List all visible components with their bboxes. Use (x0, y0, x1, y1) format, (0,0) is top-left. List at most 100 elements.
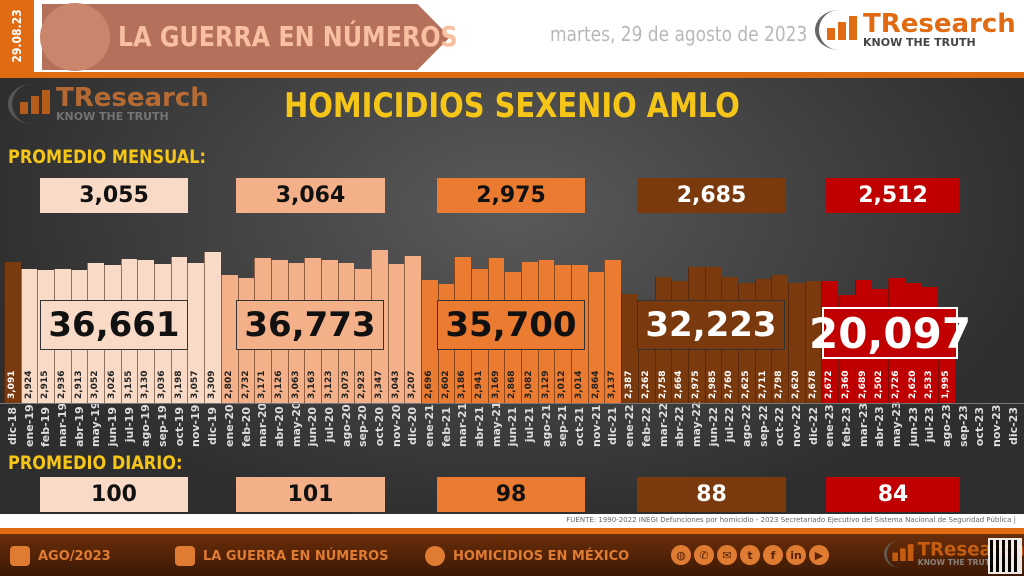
footer-section[interactable]: LA GUERRA EN NÚMEROS (175, 546, 389, 566)
map-globe-icon (40, 3, 110, 71)
promedio-diario-2019: 100 (40, 477, 188, 512)
bar-value-label: 1,995 (941, 370, 952, 399)
bar-value-label: 3,026 (107, 370, 118, 399)
month-label: dic-23 (1006, 407, 1020, 446)
bar-value-label: 3,036 (157, 370, 168, 399)
whatsapp-icon[interactable]: ✆ (694, 545, 714, 565)
bar-value-label: 3,129 (540, 370, 551, 399)
bar-value-label: 2,620 (790, 370, 801, 399)
month-label: ago-20 (339, 404, 353, 447)
promedio-diario-2020: 101 (236, 477, 385, 512)
linkedin-icon[interactable]: in (786, 545, 806, 565)
bar-value-label: 2,868 (507, 370, 518, 399)
bar-value-label: 2,678 (807, 370, 818, 399)
bar-value-label: 2,864 (590, 370, 601, 399)
bar-value-label: 3,171 (257, 370, 268, 399)
month-label: may-19 (89, 401, 103, 447)
twitter-icon[interactable]: t (740, 545, 760, 565)
map-pin-icon (175, 546, 195, 566)
tresearch-logo: TResearch KNOW THE TRUTH (815, 10, 1016, 50)
bar-dic-20 (404, 256, 421, 403)
date-tag-text: 29.08.23 (10, 9, 24, 63)
bar-value-label: 2,533 (924, 370, 935, 399)
month-label: nov-20 (389, 404, 403, 447)
promedio-diario-2021: 98 (437, 477, 585, 512)
bar-value-label: 3,014 (574, 370, 585, 399)
month-label: mar-21 (456, 402, 470, 447)
facebook-icon[interactable]: f (763, 545, 783, 565)
month-label: ago-21 (539, 404, 553, 447)
month-label: oct-21 (573, 407, 587, 447)
bar-value-label: 3,163 (307, 370, 318, 399)
promedio-mensual-2019: 3,055 (40, 178, 188, 213)
bar-value-label: 2,913 (73, 370, 84, 399)
footer-period-text: AGO/2023 (38, 548, 111, 564)
bar-nov-21 (587, 272, 605, 403)
month-label: sep-23 (956, 405, 970, 447)
qr-code[interactable] (988, 538, 1022, 574)
bar-value-label: 3,137 (607, 370, 618, 399)
bar-value-label: 3,347 (373, 370, 384, 399)
total-2020: 36,773 (236, 300, 384, 350)
logo-chart-icon (815, 10, 863, 50)
bar-value-label: 3,073 (340, 370, 351, 399)
bar-value-label: 3,057 (190, 370, 201, 399)
bar-value-label: 2,620 (907, 370, 918, 399)
month-label: ene-22 (623, 404, 637, 447)
email-icon[interactable]: ✉ (717, 545, 737, 565)
bar-value-label: 3,063 (290, 370, 301, 399)
bar-nov-22 (787, 283, 805, 403)
bar-value-label: 3,052 (90, 370, 101, 399)
total-2022: 32,223 (637, 300, 785, 350)
divider (0, 528, 1024, 534)
bar-dic-18 (4, 261, 21, 403)
youtube-icon[interactable]: ▶ (809, 545, 829, 565)
month-label: feb-19 (39, 407, 53, 447)
bar-value-label: 2,985 (707, 370, 718, 399)
bar-value-label: 3,126 (273, 370, 284, 399)
promedio-mensual-2023: 2,512 (826, 178, 960, 213)
bar-value-label: 3,169 (490, 370, 501, 399)
month-label: abr-22 (673, 406, 687, 447)
logo-tagline: KNOW THE TRUTH (56, 109, 169, 123)
bar-value-label: 2,664 (674, 370, 685, 399)
bar-value-label: 2,360 (841, 370, 851, 399)
banner-title: LA GUERRA EN NÚMEROS (118, 20, 458, 53)
month-label: jun-21 (506, 407, 520, 447)
bar-value-label: 2,732 (240, 370, 251, 399)
bar-nov-20 (387, 263, 405, 403)
watermark-logo: TResearch KNOW THE TRUTH (8, 84, 209, 124)
month-label: feb-21 (439, 407, 453, 447)
month-label: dic-19 (206, 407, 220, 446)
bar-value-label: 2,502 (874, 370, 885, 399)
month-label: sep-20 (356, 405, 370, 447)
month-label: nov-19 (189, 404, 203, 447)
bar-value-label: 2,760 (724, 370, 735, 399)
footer-period: AGO/2023 (10, 546, 111, 566)
bar-dic-21 (604, 259, 622, 403)
bar-value-label: 2,936 (57, 370, 68, 399)
total-2021: 35,700 (437, 300, 585, 350)
bar-value-label: 2,726 (891, 370, 902, 399)
logo-chart-icon (8, 84, 56, 124)
bar-value-label: 2,941 (474, 370, 485, 399)
globe-icon[interactable]: ◍ (671, 545, 691, 565)
footer-topic[interactable]: HOMICIDIOS EN MÉXICO (425, 546, 629, 566)
month-label: may-21 (489, 401, 503, 447)
bar-value-label: 2,924 (23, 370, 34, 399)
bar-value-label: 3,082 (524, 370, 535, 399)
month-label: ene-23 (823, 404, 837, 447)
month-label: jun-20 (306, 407, 320, 447)
calendar-icon (10, 546, 30, 566)
month-label: abr-21 (473, 406, 487, 447)
bar-value-label: 2,387 (624, 370, 635, 399)
bar-value-label: 2,915 (40, 370, 51, 399)
bar-ene-20 (220, 274, 238, 403)
month-label: oct-22 (773, 407, 787, 447)
bar-value-label: 3,207 (407, 370, 418, 399)
bar-value-label: 3,123 (323, 370, 334, 399)
bar-value-label: 2,689 (857, 370, 868, 399)
bar-value-label: 2,975 (690, 370, 701, 399)
bar-value-label: 3,155 (123, 370, 134, 399)
month-label: abr-20 (272, 406, 286, 447)
